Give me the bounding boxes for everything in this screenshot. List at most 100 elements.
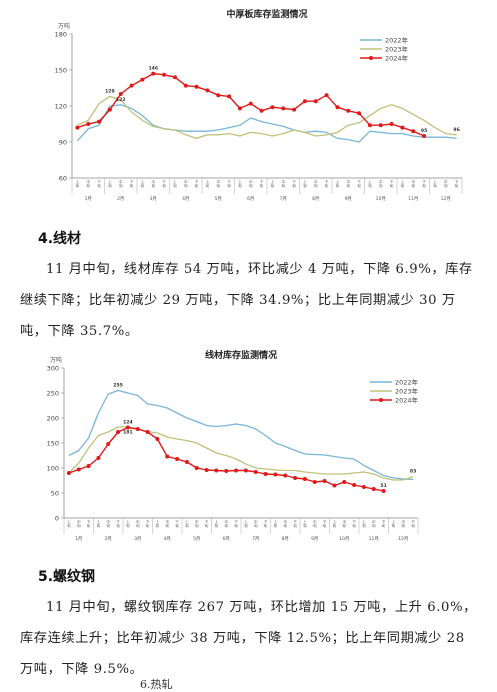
x-tick-char: 下 xyxy=(390,180,394,184)
x-tick-char: 中 xyxy=(379,179,383,184)
x-tick-char: 旬 xyxy=(87,523,91,528)
x-tick-char: 中 xyxy=(184,179,188,184)
series-point xyxy=(367,123,372,128)
month-label: 10月 xyxy=(376,196,386,202)
series-point xyxy=(302,99,307,104)
series-point xyxy=(253,470,258,474)
x-tick-label: 上旬 xyxy=(206,179,210,188)
x-tick-char: 旬 xyxy=(303,183,307,188)
x-tick-char: 旬 xyxy=(119,183,123,188)
x-tick-label: 中旬 xyxy=(224,519,228,528)
x-tick-char: 下 xyxy=(323,520,327,524)
x-tick-char: 旬 xyxy=(293,523,297,528)
x-tick-label: 中旬 xyxy=(313,519,317,528)
x-tick-char: 下 xyxy=(205,520,209,524)
x-tick-char: 下 xyxy=(411,520,415,524)
x-tick-char: 旬 xyxy=(411,523,415,528)
x-tick-label: 中旬 xyxy=(314,179,318,188)
data-label: 51 xyxy=(380,483,386,489)
month-label: 8月 xyxy=(312,196,319,202)
x-tick-label: 上旬 xyxy=(401,179,405,188)
series-point xyxy=(86,464,91,468)
x-tick-char: 下 xyxy=(195,180,199,184)
x-tick-char: 中 xyxy=(401,519,405,524)
month-label: 2月 xyxy=(117,196,124,202)
series-point xyxy=(346,108,351,113)
x-tick-char: 旬 xyxy=(249,183,253,188)
x-tick-char: 旬 xyxy=(165,523,169,528)
x-tick-char: 下 xyxy=(162,180,166,184)
x-tick-char: 旬 xyxy=(390,183,394,188)
x-tick-label: 上旬 xyxy=(108,179,112,188)
x-tick-char: 上 xyxy=(206,179,210,184)
series-point xyxy=(273,472,278,477)
x-tick-char: 旬 xyxy=(362,523,366,528)
series-line-2 xyxy=(68,426,414,481)
x-tick-label: 中旬 xyxy=(411,179,415,188)
x-tick-char: 旬 xyxy=(325,183,329,188)
series-point xyxy=(76,467,81,472)
data-label: 124 xyxy=(123,420,133,426)
series-point xyxy=(313,99,318,104)
x-tick-char: 旬 xyxy=(67,523,71,528)
series-point xyxy=(135,427,140,431)
x-tick-label: 下旬 xyxy=(260,180,264,188)
x-tick-char: 旬 xyxy=(162,183,166,188)
section-5-paragraph: 11 月中旬，螺纹钢库存 267 万吨，环比增加 15 万吨，上升 6.0%，库… xyxy=(20,600,477,677)
x-tick-label: 上旬 xyxy=(368,179,372,188)
x-tick-label: 下旬 xyxy=(411,520,415,528)
x-tick-char: 中 xyxy=(195,519,199,524)
x-tick-char: 旬 xyxy=(151,183,155,188)
x-tick-label: 中旬 xyxy=(254,519,258,528)
x-tick-label: 下旬 xyxy=(195,180,199,188)
series-point xyxy=(389,122,394,126)
month-label: 1月 xyxy=(85,196,92,202)
x-tick-char: 下 xyxy=(97,180,101,184)
series-point xyxy=(129,83,134,88)
x-tick-label: 下旬 xyxy=(455,180,459,188)
x-tick-char: 旬 xyxy=(352,523,356,528)
x-tick-label: 下旬 xyxy=(130,180,134,188)
month-label: 9月 xyxy=(345,196,352,202)
x-tick-char: 下 xyxy=(455,180,459,184)
legend-label: 2023年 xyxy=(395,386,419,395)
x-tick-char: 上 xyxy=(362,519,366,524)
series-point xyxy=(107,107,112,112)
x-tick-label: 中旬 xyxy=(342,519,346,528)
x-tick-label: 中旬 xyxy=(401,519,405,528)
x-tick-char: 下 xyxy=(87,520,91,524)
series-point xyxy=(411,129,416,134)
x-tick-char: 上 xyxy=(97,519,101,524)
x-tick-char: 旬 xyxy=(185,523,189,528)
x-tick-char: 上 xyxy=(333,519,337,524)
x-tick-char: 下 xyxy=(325,180,329,184)
series-point xyxy=(312,480,317,484)
x-tick-char: 中 xyxy=(372,519,376,524)
x-tick-label: 上旬 xyxy=(303,519,307,528)
x-tick-char: 旬 xyxy=(106,523,110,528)
month-label: 5月 xyxy=(193,536,200,542)
x-tick-char: 中 xyxy=(165,519,169,524)
x-tick-char: 旬 xyxy=(238,183,242,188)
series-point xyxy=(361,485,366,489)
x-tick-label: 中旬 xyxy=(216,179,220,188)
x-tick-char: 上 xyxy=(244,519,248,524)
series-line-2 xyxy=(77,95,457,140)
series-point xyxy=(357,111,362,116)
y-tick-label: 150 xyxy=(55,67,67,75)
x-tick-char: 下 xyxy=(175,520,179,524)
x-tick-label: 下旬 xyxy=(390,180,394,188)
x-tick-char: 下 xyxy=(260,180,264,184)
x-tick-label: 上旬 xyxy=(215,519,219,528)
x-tick-label: 上旬 xyxy=(97,519,101,528)
x-tick-label: 上旬 xyxy=(433,179,437,188)
x-tick-char: 下 xyxy=(293,520,297,524)
x-tick-label: 下旬 xyxy=(422,180,426,188)
series-point xyxy=(96,456,101,460)
x-tick-char: 旬 xyxy=(86,183,90,188)
series-point xyxy=(155,437,160,441)
x-tick-char: 旬 xyxy=(216,183,220,188)
series-point xyxy=(204,468,209,472)
x-tick-char: 上 xyxy=(336,179,340,184)
x-tick-char: 中 xyxy=(444,179,448,184)
